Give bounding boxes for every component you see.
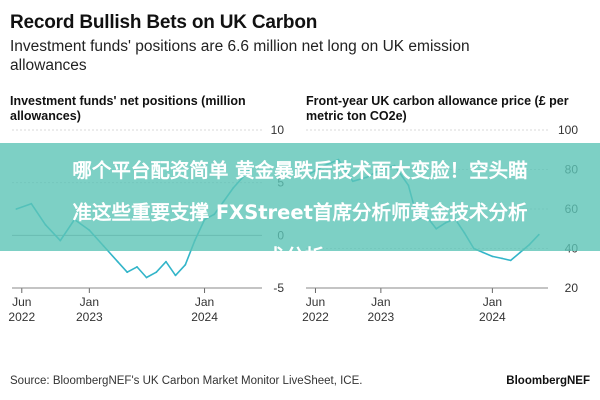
overlay-banner-text: 哪个平台配资简单 黄金暴跌后技术面大变脸！空头瞄 准这些重要支撑 FXStree… bbox=[0, 150, 600, 234]
brand-logo: BloombergNEF bbox=[506, 375, 590, 387]
overlay-line-2: 准这些重要支撑 FXStreet首席分析师黄金技术分析 bbox=[72, 201, 528, 224]
carbon-price-x-tick-label: Jan bbox=[483, 295, 502, 309]
net-positions-x-tick-year: 2024 bbox=[191, 310, 218, 324]
net-positions-data-point bbox=[145, 276, 148, 279]
net-positions-y-tick-label: -5 bbox=[273, 281, 284, 295]
source-note: Source: BloombergNEF's UK Carbon Market … bbox=[10, 375, 363, 387]
net-positions-x-tick-year: 2022 bbox=[8, 310, 35, 324]
carbon-price-data-point bbox=[482, 251, 484, 254]
net-positions-x-tick-label: Jan bbox=[80, 295, 99, 309]
net-positions-data-point bbox=[184, 263, 187, 266]
overlay-line-3: 术分析 bbox=[265, 245, 325, 259]
carbon-price-data-point bbox=[491, 255, 494, 258]
net-positions-data-point bbox=[155, 271, 158, 274]
net-positions-data-point bbox=[126, 271, 129, 274]
carbon-price-x-tick-label: Jan bbox=[371, 295, 390, 309]
carbon-price-x-tick-year: 2024 bbox=[479, 310, 506, 324]
net-positions-data-point bbox=[165, 260, 167, 263]
net-positions-x-tick-year: 2023 bbox=[76, 310, 103, 324]
net-positions-y-tick-label: 10 bbox=[271, 123, 285, 137]
net-positions-x-tick-label: Jan bbox=[195, 295, 214, 309]
net-positions-panel-title: Investment funds' net positions (million… bbox=[10, 94, 246, 123]
overlay-line-1: 哪个平台配资简单 黄金暴跌后技术面大变脸！空头瞄 bbox=[72, 159, 528, 182]
net-positions-data-point bbox=[116, 260, 119, 263]
chart-subtitle: Investment funds' positions are 6.6 mill… bbox=[10, 38, 470, 74]
carbon-price-y-tick-label: 100 bbox=[558, 123, 578, 137]
carbon-price-x-tick-label: Jun bbox=[306, 295, 325, 309]
carbon-price-data-point bbox=[519, 251, 522, 254]
overlay-banner bbox=[0, 143, 600, 251]
net-positions-x-tick-label: Jun bbox=[12, 295, 31, 309]
carbon-price-y-tick-label: 20 bbox=[565, 281, 579, 295]
carbon-price-data-point bbox=[509, 259, 512, 262]
carbon-price-data-point bbox=[501, 257, 503, 260]
carbon-price-x-tick-year: 2022 bbox=[302, 310, 329, 324]
carbon-price-x-tick-year: 2023 bbox=[368, 310, 395, 324]
net-positions-data-point bbox=[136, 266, 138, 268]
carbon-price-panel-title: Front-year UK carbon allowance price (£ … bbox=[306, 94, 569, 123]
net-positions-data-point bbox=[174, 274, 177, 277]
chart-title: Record Bullish Bets on UK Carbon bbox=[10, 12, 318, 33]
